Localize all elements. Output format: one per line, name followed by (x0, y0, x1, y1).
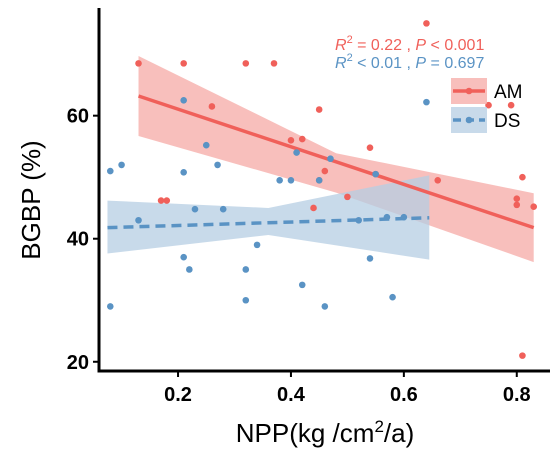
x-tick-label-0: 0.2 (164, 384, 192, 406)
point-ds-23 (366, 255, 374, 262)
point-ds-6 (180, 253, 187, 261)
point-am-20 (513, 195, 521, 203)
fit-line-ds (107, 216, 430, 230)
legend-label-am: AM (494, 82, 523, 103)
point-ds-19 (315, 176, 323, 184)
point-am-22 (519, 173, 526, 181)
legend-marker-ds (465, 116, 473, 124)
point-ds-0 (106, 167, 114, 175)
x-tick-label-3: 0.8 (503, 384, 531, 406)
point-am-12 (310, 204, 317, 212)
axis-ticks: 0.2 0.4 0.6 0.8 20 40 60 (67, 106, 531, 406)
point-ds-7 (186, 266, 193, 273)
data-points (106, 20, 538, 359)
axes (97, 8, 550, 373)
point-ds-11 (219, 205, 227, 213)
stats-line-ds: R2 < 0.01 , P = 0.697 (335, 52, 484, 72)
point-am-4 (270, 60, 278, 67)
band-am (138, 55, 534, 263)
point-ds-26 (389, 293, 396, 301)
point-ds-13 (242, 296, 250, 304)
y-axis-title: BGBP (%) (16, 140, 46, 259)
point-am-3 (242, 60, 250, 67)
point-ds-5 (180, 168, 187, 176)
point-am-16 (423, 20, 430, 27)
x-tick-label-2: 0.6 (390, 384, 418, 406)
point-ds-14 (253, 241, 261, 249)
point-am-21 (513, 201, 521, 209)
point-am-6 (163, 197, 171, 204)
point-ds-20 (321, 303, 329, 310)
point-am-8 (287, 136, 295, 144)
point-ds-8 (191, 205, 199, 213)
point-am-1 (180, 60, 187, 67)
point-ds-28 (423, 98, 430, 106)
point-ds-21 (327, 155, 334, 163)
point-am-24 (519, 352, 526, 359)
legend-label-ds: DS (494, 111, 520, 132)
point-ds-1 (118, 161, 125, 169)
point-ds-27 (400, 213, 408, 221)
point-ds-2 (106, 303, 114, 310)
x-tick-label-1: 0.4 (277, 384, 306, 406)
point-ds-17 (293, 149, 300, 156)
point-ds-3 (135, 216, 142, 224)
point-ds-9 (202, 141, 210, 149)
point-ds-24 (372, 170, 379, 178)
point-am-5 (157, 197, 165, 204)
point-am-23 (530, 203, 538, 211)
point-ds-22 (355, 216, 362, 224)
y-tick-label-1: 40 (67, 229, 89, 251)
point-am-14 (366, 144, 374, 151)
point-ds-25 (383, 213, 391, 221)
legend-marker-am (465, 87, 473, 95)
point-ds-10 (214, 161, 221, 169)
point-am-11 (321, 167, 329, 175)
point-am-7 (298, 135, 306, 143)
point-am-2 (208, 103, 216, 110)
point-ds-15 (276, 176, 283, 184)
stats-line-am: R2 = 0.22 , P < 0.001 (335, 34, 484, 54)
fit-line-am (137, 94, 535, 230)
y-tick-label-0: 20 (67, 352, 89, 374)
point-am-9 (315, 106, 323, 113)
point-am-19 (507, 101, 515, 109)
y-tick-label-2: 60 (67, 106, 89, 128)
point-ds-18 (298, 281, 306, 289)
band-ds (107, 175, 430, 260)
point-am-17 (434, 176, 442, 184)
fit-lines (107, 94, 535, 230)
point-ds-12 (242, 266, 250, 273)
point-am-0 (135, 60, 142, 67)
point-ds-16 (287, 176, 295, 184)
legend: AM DS (451, 78, 523, 133)
x-axis-title: NPP(kg /cm2/a) (236, 417, 415, 448)
point-ds-4 (180, 96, 187, 104)
point-am-13 (344, 193, 351, 201)
